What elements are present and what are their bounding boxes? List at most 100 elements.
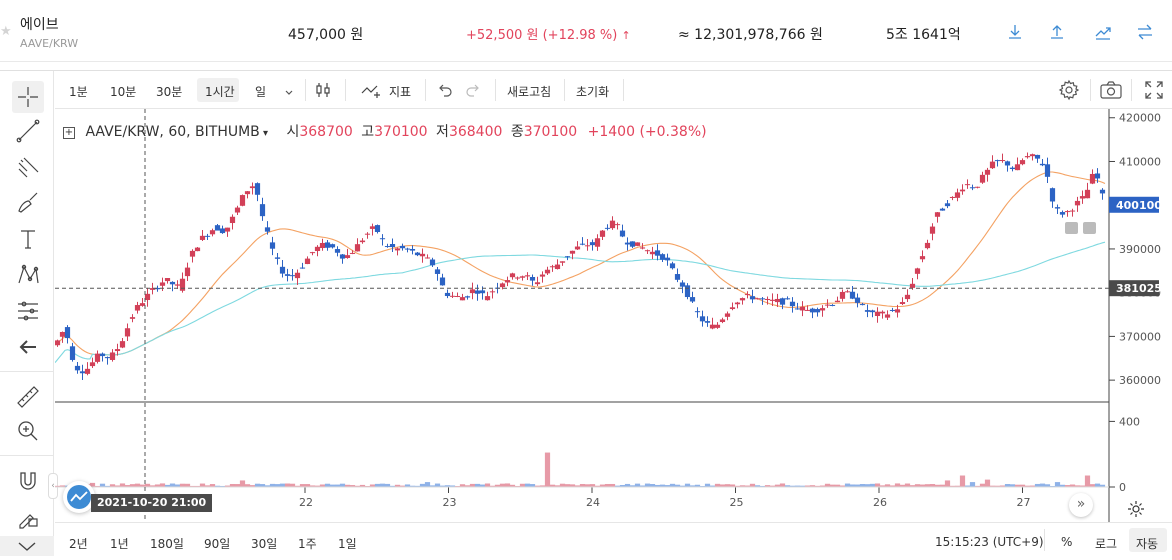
upload-icon[interactable] (1047, 22, 1067, 42)
measure-icon[interactable] (12, 295, 44, 327)
interval-30m[interactable]: 30분 (156, 85, 183, 99)
legend-close-label: 종 (510, 124, 524, 140)
date-tick-label: 27 (1017, 496, 1031, 509)
candle-body (314, 246, 321, 252)
interval-day[interactable]: 일 (255, 85, 267, 99)
reset-button[interactable]: 초기화 (576, 85, 610, 99)
interval-1m[interactable]: 1분 (69, 85, 88, 99)
lock-draw-icon[interactable] (12, 501, 44, 533)
back-arrow-icon[interactable] (12, 331, 44, 363)
candle-body (969, 187, 976, 189)
pattern-icon[interactable] (12, 259, 44, 291)
candle-body (399, 245, 406, 249)
volume-bar (434, 483, 441, 487)
tradingview-logo-icon[interactable] (63, 481, 95, 513)
fib-icon[interactable] (12, 151, 44, 183)
log-toggle[interactable]: 로그 (1095, 537, 1118, 551)
crosshair-icon[interactable] (12, 81, 44, 113)
crosshair-price-label: 381025 (1116, 282, 1162, 295)
interval-1h[interactable]: 1시간 (205, 85, 235, 99)
volume-bar (739, 485, 746, 487)
volume-bar (154, 484, 161, 487)
brush-icon[interactable] (12, 187, 44, 219)
candle-body (279, 266, 286, 274)
trade-volume: ≈ 12,301,978,766 원 (678, 27, 823, 43)
trend-chart-icon[interactable] (1093, 22, 1113, 42)
range-2y[interactable]: 2년 (69, 537, 88, 551)
candle-body (669, 263, 676, 269)
candle-body (679, 282, 686, 287)
candle-body (779, 298, 786, 305)
volume-bar (304, 484, 311, 487)
volume-bar (494, 484, 501, 487)
fullscreen-icon[interactable] (1143, 79, 1165, 101)
range-1w[interactable]: 1주 (298, 537, 317, 551)
expand-legend-icon[interactable]: + (63, 127, 75, 139)
volume-bar (519, 483, 526, 487)
swap-icon[interactable] (1135, 22, 1155, 42)
chart-toolbar: 1분 10분 30분 1시간 일 지표 새로고침 초기화 (55, 71, 1172, 109)
series-visibility-controls[interactable] (1065, 219, 1097, 234)
favorite-star-icon[interactable]: ★ (0, 24, 12, 39)
volume-bar (1034, 483, 1041, 487)
volume-tick-label: 400 (1119, 415, 1140, 428)
volume-bar (974, 485, 981, 487)
download-icon[interactable] (1005, 22, 1025, 42)
date-tick-label: 23 (443, 496, 457, 509)
clock-time[interactable]: 15:15:23 (UTC+9) (935, 535, 1044, 549)
range-90d[interactable]: 90일 (204, 537, 231, 551)
trend-line-icon[interactable] (12, 115, 44, 147)
candle-body (369, 226, 376, 229)
volume-bar (424, 482, 431, 487)
settings-gear-icon[interactable] (1058, 79, 1080, 101)
text-icon[interactable] (12, 223, 44, 255)
interval-10m[interactable]: 10분 (110, 85, 137, 99)
volume-bar (889, 485, 896, 487)
refresh-button[interactable]: 새로고침 (507, 85, 552, 99)
auto-toggle[interactable]: 자동 (1136, 537, 1159, 551)
candle-body (59, 331, 66, 337)
camera-icon[interactable] (1099, 79, 1123, 101)
magnet-icon[interactable] (12, 465, 44, 497)
volume-bar (744, 485, 751, 487)
candle-body (1004, 161, 1011, 166)
undo-icon[interactable] (437, 82, 453, 98)
range-1y[interactable]: 1년 (110, 537, 129, 551)
zoom-in-icon[interactable] (12, 415, 44, 447)
range-1d[interactable]: 1일 (338, 537, 357, 551)
candle-body (1094, 173, 1101, 179)
indicator-icon[interactable] (360, 80, 384, 100)
candle-body (1079, 196, 1086, 199)
scroll-to-latest-icon[interactable]: » (1069, 493, 1093, 517)
chevron-down-icon[interactable] (283, 83, 295, 95)
axis-settings-gear-icon[interactable] (1125, 498, 1147, 520)
volume-bar (409, 485, 416, 487)
ruler-icon[interactable] (12, 381, 44, 413)
volume-bar (269, 483, 276, 487)
range-30d[interactable]: 30일 (251, 537, 278, 551)
candle-type-icon[interactable] (313, 80, 333, 100)
indicator-button[interactable]: 지표 (389, 85, 412, 99)
price-chart[interactable]: 4200004100004000003900003800003700003600… (55, 109, 1172, 556)
candle-body (709, 324, 716, 329)
chevron-down-icon[interactable]: ▾ (259, 128, 268, 139)
legend-high: 370100 (374, 124, 428, 140)
legend-symbol[interactable]: AAVE/KRW, 60, BITHUMB (85, 124, 260, 140)
volume-bar (759, 485, 766, 487)
volume-bar (549, 484, 556, 487)
volume-bar (209, 484, 216, 487)
volume-bar (769, 485, 776, 487)
range-180d[interactable]: 180일 (150, 537, 184, 551)
volume-bar (959, 475, 966, 487)
candle-body (134, 305, 141, 311)
chevron-down-icon[interactable] (0, 536, 54, 556)
volume-bar (299, 484, 306, 487)
volume-bar (669, 483, 676, 487)
percent-toggle[interactable]: % (1061, 535, 1073, 549)
candle-body (564, 256, 571, 258)
candle-body (819, 308, 826, 311)
redo-icon[interactable] (465, 82, 481, 98)
candle-body (69, 346, 76, 360)
volume-bar (55, 485, 61, 487)
volume-bar (774, 484, 781, 487)
